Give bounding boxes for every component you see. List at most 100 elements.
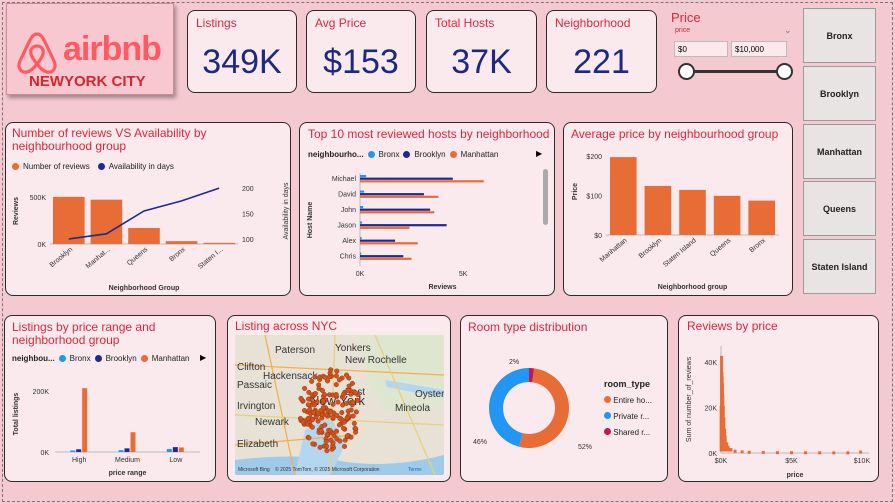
bar [360, 177, 453, 180]
x-tick-label: $0K [715, 458, 728, 465]
map-place-label: New Rochelle [345, 355, 407, 366]
y-tick-label: $0 [594, 233, 602, 240]
listing-point [320, 398, 326, 404]
legend-dot [449, 151, 457, 158]
y2-tick-label: 200 [242, 186, 254, 193]
listing-point [318, 428, 324, 434]
x-axis-title: price [787, 472, 804, 479]
listing-point [324, 443, 330, 449]
listing-point [316, 386, 322, 392]
chevron-down-icon[interactable]: ⌄ [784, 25, 792, 35]
x-tick-label: 5K [459, 271, 468, 278]
x-tick-label: Queens [709, 237, 733, 258]
bar [172, 447, 178, 452]
legend-label: Bronx [69, 354, 91, 363]
price-range-track [686, 70, 785, 73]
bar [360, 255, 404, 258]
slicer-staten-island[interactable]: Staten Island [803, 239, 876, 294]
listing-point [335, 399, 341, 405]
slicer-queens[interactable]: Queens [803, 181, 876, 236]
x-tick-label: Brooklyn [49, 246, 74, 269]
listing-point [330, 401, 336, 407]
chart-title: Average price by neighbourhood group [571, 127, 779, 141]
bar [360, 211, 435, 214]
kpi-label: Avg Price [315, 16, 367, 30]
bar [713, 195, 741, 235]
kpi-label: Listings [196, 16, 237, 30]
slicer-bronx[interactable]: Bronx [803, 8, 876, 63]
legend-dot [367, 151, 375, 158]
slicer-brooklyn[interactable]: Brooklyn [803, 66, 876, 121]
top-hosts-plot: Michael David John Jason Alex Chris 0K 5K Host N… [307, 173, 484, 291]
price-min-input[interactable] [674, 41, 728, 57]
price-range-chart: Listings by price range and neighborhood… [4, 315, 216, 482]
price-max-input[interactable] [731, 41, 787, 57]
listing-point [328, 367, 334, 373]
map-water-sound [385, 380, 444, 397]
listing-point [312, 391, 318, 397]
x-tick-label: 0K [356, 271, 365, 278]
legend-next-icon[interactable]: ▶ [200, 353, 207, 362]
map-place-label: Yonkers [335, 343, 371, 354]
map-place-label: Hackensack [263, 371, 318, 382]
legend-next-icon[interactable]: ▶ [536, 149, 543, 158]
x-tick-label: Manhattan [599, 237, 629, 264]
listing-point [333, 428, 339, 434]
airbnb-wordmark: airbnb [63, 30, 162, 68]
listing-point [350, 399, 356, 405]
scatter-point [747, 450, 751, 454]
donut-slice [529, 368, 535, 383]
listing-point [310, 409, 316, 415]
legend-dot [94, 355, 102, 362]
x-tick-label: $10K [854, 458, 871, 465]
bar [360, 237, 362, 240]
x-tick-label: Staten I... [197, 246, 224, 271]
host-label: Michael [332, 176, 357, 183]
listing-point [306, 389, 312, 395]
chart-title: Listing across NYC [235, 319, 338, 333]
listing-point [314, 399, 320, 405]
listing-point [324, 431, 330, 437]
x-tick-label: Manhat... [85, 246, 112, 270]
listing-point [317, 444, 323, 450]
listing-point [305, 396, 311, 402]
legend-label: Bronx [378, 150, 400, 159]
legend-label: Entire ho... [613, 396, 652, 405]
listing-point [305, 415, 311, 421]
slicer-manhattan[interactable]: Manhattan [803, 124, 876, 179]
listing-point [302, 385, 308, 391]
x-tick-label: High [72, 457, 87, 464]
listing-point [315, 418, 321, 424]
price-min-handle[interactable] [678, 63, 695, 80]
bar [130, 432, 136, 452]
price-max-handle[interactable] [776, 63, 793, 80]
legend-dot [403, 151, 411, 158]
city-label: NEWYORK CITY [29, 73, 146, 90]
legend-label: Manhattan [460, 150, 499, 159]
x-tick-label: $5K [785, 458, 798, 465]
scatter-point [846, 451, 850, 455]
host-label: John [341, 207, 356, 214]
bar [360, 257, 412, 260]
y-axis-title: Price [572, 183, 579, 200]
listing-point [324, 448, 330, 454]
bar [76, 449, 82, 452]
scrollbar[interactable] [543, 169, 548, 225]
host-label: Chris [340, 254, 357, 261]
listing-point [351, 420, 357, 426]
kpi-label: Neighborhood [555, 16, 631, 30]
x-tick-label: Medium [115, 457, 140, 464]
listing-point [328, 437, 334, 443]
kpi-value: 221 [573, 43, 630, 81]
map-place-label: Newark [255, 417, 290, 428]
listing-point [300, 419, 306, 425]
y-tick-label: 200K [33, 389, 50, 396]
bar [124, 448, 130, 452]
slice-label: 46% [473, 439, 487, 446]
kpi-value: 349K [202, 43, 282, 81]
legend-field: neighbou... [12, 354, 55, 363]
bar [203, 242, 235, 244]
bar [360, 190, 365, 193]
